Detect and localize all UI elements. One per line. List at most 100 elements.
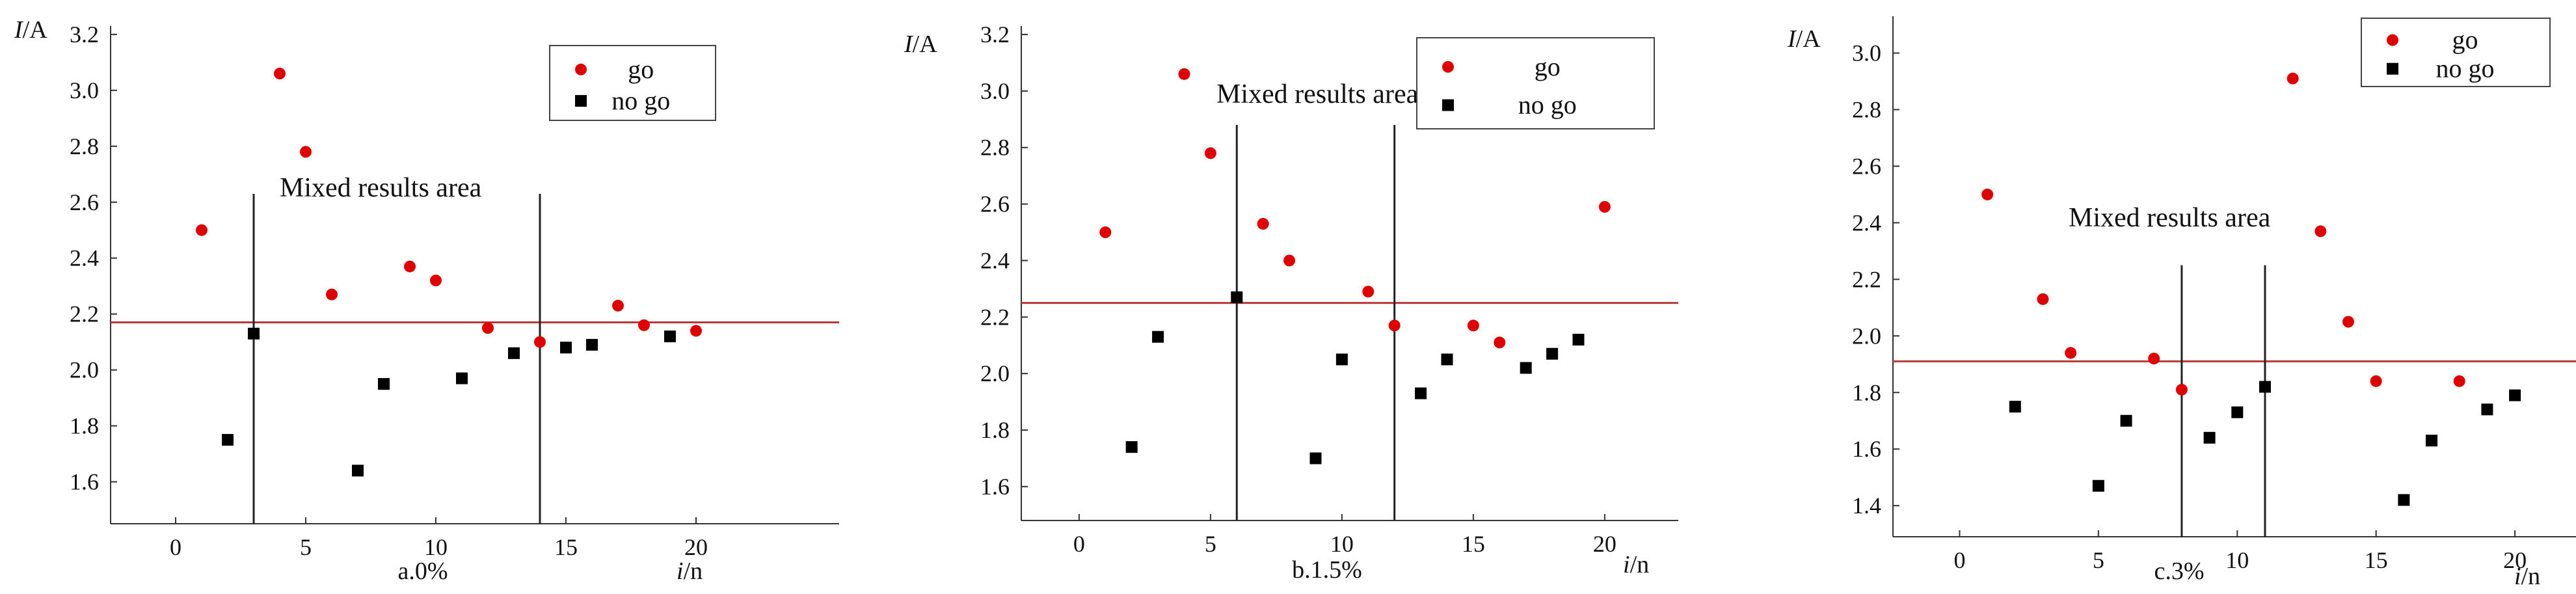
go-point — [2065, 347, 2077, 359]
panel-caption: b.1.5% — [1292, 556, 1362, 584]
y-axis-label-symbol: I — [1787, 25, 1797, 53]
y-tick-label: 3.0 — [980, 78, 1010, 104]
no-go-point — [1309, 452, 1322, 465]
no-go-point — [1572, 334, 1585, 346]
x-tick-label: 20 — [1593, 531, 1617, 557]
go-point — [196, 224, 208, 236]
x-axis-label: i/n — [1623, 551, 1649, 578]
no-go-point — [2509, 389, 2521, 401]
no-go-point — [2426, 435, 2438, 447]
legend-no-go-label: no go — [2436, 54, 2495, 83]
no-go-point — [378, 378, 390, 390]
y-tick-label: 3.2 — [70, 21, 99, 47]
no-go-point — [2259, 381, 2271, 393]
x-axis-label: i/n — [677, 558, 703, 585]
y-tick-label: 1.6 — [70, 469, 99, 495]
x-tick-label: 0 — [170, 534, 181, 560]
x-axis-label-symbol: i — [2514, 563, 2521, 590]
no-go-point — [1441, 353, 1453, 366]
y-tick-label: 2.6 — [980, 191, 1010, 217]
y-tick-label: 3.0 — [1852, 40, 1881, 66]
go-point — [300, 146, 312, 158]
panel-a: 1.61.82.02.22.42.62.83.03.20 5 10 15 20I/Ai/… — [14, 16, 839, 585]
y-axis-label-unit: /A — [23, 16, 48, 44]
mixed-results-annotation: Mixed results area — [1216, 79, 1419, 109]
go-point — [2314, 225, 2327, 237]
go-point — [1099, 226, 1112, 239]
x-tick-label: 5 — [2093, 547, 2104, 573]
go-point — [2342, 316, 2354, 328]
y-tick-label: 3.2 — [980, 21, 1010, 47]
no-go-point — [2481, 403, 2493, 416]
go-point — [638, 319, 650, 331]
legend-box — [549, 45, 716, 121]
panel-b: 1.61.82.02.22.42.62.83.03.20 5 10 15 20I/Ai/… — [904, 21, 1678, 584]
x-tick-label: 0 — [1073, 531, 1085, 557]
panel-c: 1.41.61.82.02.22.42.62.83.00 5 10 15 20I/Ai/… — [1787, 16, 2576, 590]
go-point — [1283, 254, 1296, 267]
x-axis-label-symbol: i — [677, 558, 684, 585]
y-tick-label: 1.6 — [1852, 436, 1881, 462]
go-point — [1204, 147, 1216, 159]
y-tick-label: 2.2 — [980, 304, 1010, 330]
x-tick-label: 10 — [424, 534, 448, 560]
go-point — [1981, 188, 1994, 200]
legend-no-go-marker — [2387, 62, 2398, 75]
no-go-point — [508, 347, 520, 359]
y-tick-label: 1.8 — [1852, 379, 1881, 405]
go-point — [2287, 72, 2299, 85]
y-tick-label: 2.4 — [980, 247, 1010, 273]
no-go-point — [2398, 494, 2410, 506]
go-point — [2037, 293, 2049, 305]
go-point — [404, 260, 416, 273]
y-tick-label: 2.0 — [980, 360, 1010, 386]
x-axis-label-symbol: i — [1623, 551, 1630, 578]
y-tick-label: 2.0 — [70, 357, 99, 383]
legend-go-marker — [1442, 61, 1454, 73]
legend-go-marker — [575, 63, 587, 75]
no-go-point — [2009, 401, 2021, 412]
x-tick-label: 10 — [1330, 531, 1354, 557]
y-tick-label: 2.8 — [1852, 96, 1881, 122]
go-point — [2175, 383, 2188, 396]
no-go-point — [1415, 387, 1427, 399]
y-tick-label: 1.8 — [980, 417, 1010, 443]
y-tick-label: 1.6 — [980, 474, 1010, 500]
legend-no-go-label: no go — [1518, 90, 1577, 120]
y-axis-label-symbol: I — [904, 31, 914, 58]
y-tick-label: 3.0 — [70, 77, 99, 103]
x-tick-label: 15 — [2365, 547, 2388, 573]
panel-caption: a.0% — [397, 558, 448, 585]
go-point — [1257, 218, 1269, 230]
y-tick-label: 2.4 — [1852, 209, 1881, 236]
x-tick-label: 20 — [684, 534, 708, 560]
y-tick-label: 2.2 — [70, 301, 99, 327]
x-tick-label: 5 — [300, 534, 312, 560]
legend-no-go-label: no go — [611, 86, 670, 115]
y-axis-label: I/A — [904, 31, 937, 58]
go-point — [1388, 319, 1401, 332]
x-axis-label: i/n — [2514, 563, 2540, 590]
go-point — [534, 336, 546, 348]
y-tick-label: 2.6 — [70, 189, 99, 215]
no-go-point — [1520, 362, 1532, 374]
no-go-point — [1152, 331, 1164, 343]
x-tick-label: 10 — [2225, 547, 2249, 573]
x-axis-label-unit: /n — [2521, 563, 2541, 590]
no-go-point — [352, 465, 364, 477]
x-tick-label: 5 — [1205, 531, 1216, 557]
no-go-point — [222, 434, 234, 446]
go-point — [2148, 353, 2160, 365]
no-go-point — [248, 327, 260, 340]
mixed-results-annotation: Mixed results area — [280, 173, 482, 203]
legend-go-marker — [2387, 34, 2398, 46]
legend-go-label: go — [628, 55, 654, 84]
go-point — [612, 299, 624, 312]
x-tick-label: 15 — [1462, 531, 1485, 557]
go-point — [1362, 286, 1375, 298]
go-point — [274, 68, 286, 80]
no-go-point — [1125, 441, 1138, 453]
